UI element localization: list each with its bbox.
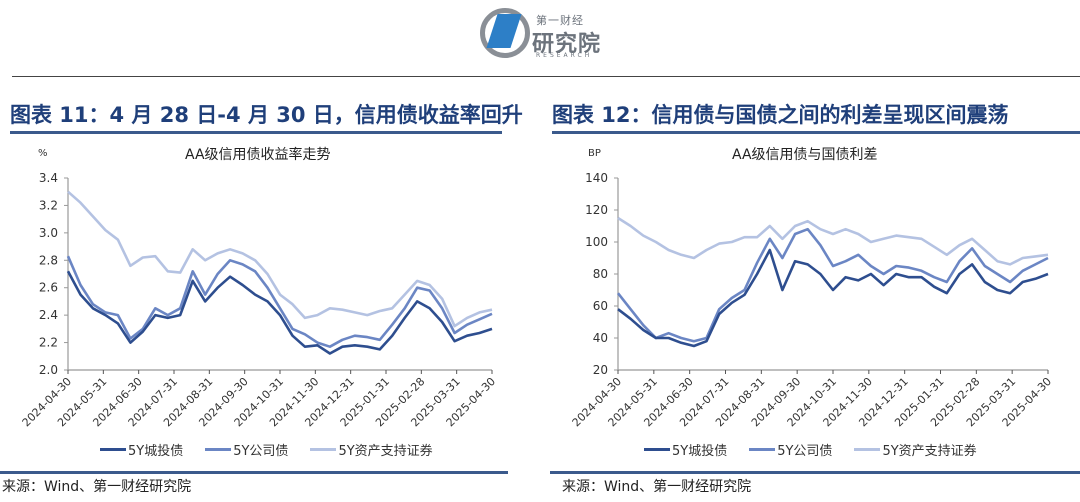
logo-small-text: 第一财经 (536, 14, 584, 27)
legend-item: 5Y资产支持证券 (854, 440, 977, 459)
series-line-3 (67, 190, 493, 328)
panel-figure-12: 图表 12：信用债与国债之间的利差呈现区间震荡 BP AA级信用债与国债利差 2… (550, 100, 1080, 500)
y-tick-label: 3.4 (39, 171, 58, 185)
legend-item: 5Y公司债 (749, 440, 832, 459)
source-note: 来源：Wind、第一财经研究院 (562, 479, 752, 495)
legend-swatch-icon (100, 448, 126, 451)
research-logo: 第一财经 研究院 RESEARCH (480, 6, 610, 62)
y-axis-unit: BP (588, 148, 601, 159)
chart-title: AA级信用债收益率走势 (185, 147, 331, 163)
legend-swatch-icon (854, 448, 881, 451)
legend-swatch-icon (644, 448, 670, 451)
figure-title: 图表 12：信用债与国债之间的利差呈现区间震荡 (552, 103, 1009, 127)
legend-item: 5Y城投债 (644, 440, 727, 459)
header-divider (12, 76, 1080, 77)
y-tick-label: 80 (593, 267, 608, 281)
y-tick-label: 2.8 (39, 253, 58, 267)
y-tick-label: 2.2 (39, 336, 58, 350)
y-tick-label: 100 (585, 235, 608, 249)
y-tick-label: 20 (593, 363, 608, 377)
y-tick-label: 140 (585, 171, 608, 185)
y-tick-label: 120 (585, 203, 608, 217)
y-tick-label: 60 (593, 299, 608, 313)
legend-label: 5Y公司债 (777, 444, 833, 459)
legend-label: 5Y城投债 (672, 444, 728, 459)
legend-label: 5Y资产支持证券 (338, 444, 433, 459)
title-divider (10, 131, 502, 134)
series-line-2 (616, 227, 1049, 343)
series-line-1 (617, 248, 1049, 348)
source-note: 来源：Wind、第一财经研究院 (2, 479, 192, 495)
y-tick-label: 40 (593, 331, 608, 345)
legend-item: 5Y资产支持证券 (310, 440, 433, 459)
y-tick-label: 3.2 (39, 198, 58, 212)
footer-divider (550, 471, 1080, 474)
line-chart-yield: 2.02.22.42.62.83.03.23.42024-04-302024-0… (20, 171, 498, 429)
legend-label: 5Y城投债 (128, 444, 184, 459)
footer-divider (0, 471, 508, 474)
axes: 204060801001201402024-04-302024-05-31202… (570, 171, 1054, 429)
panel-figure-11: 图表 11：4 月 28 日-4 月 30 日，信用债收益率回升 % AA级信用… (0, 100, 523, 500)
series-line-3 (617, 216, 1049, 266)
series-line-1 (66, 270, 493, 355)
legend-item: 5Y公司债 (205, 440, 288, 459)
y-axis-unit: % (38, 148, 48, 159)
legend-swatch-icon (749, 448, 776, 451)
figure-title: 图表 11：4 月 28 日-4 月 30 日，信用债收益率回升 (10, 103, 523, 127)
chart-title: AA级信用债与国债利差 (732, 147, 878, 163)
legend-label: 5Y公司债 (233, 444, 289, 459)
y-tick-label: 2.6 (39, 281, 58, 295)
legend-item: 5Y城投债 (100, 440, 183, 459)
line-chart-spread: 204060801001201402024-04-302024-05-31202… (570, 171, 1054, 429)
chart-legend: 5Y城投债 5Y公司债 5Y资产支持证券 (100, 440, 433, 459)
logo-ring-icon (480, 8, 530, 58)
y-tick-label: 3.0 (39, 226, 58, 240)
logo-en-text: RESEARCH (536, 52, 593, 59)
legend-label: 5Y资产支持证券 (882, 444, 977, 459)
logo-big-text: 研究院 (532, 32, 602, 57)
series-line-2 (66, 255, 493, 348)
y-tick-label: 2.4 (39, 308, 58, 322)
legend-swatch-icon (205, 448, 232, 451)
chart-legend: 5Y城投债 5Y公司债 5Y资产支持证券 (644, 440, 977, 459)
title-divider (552, 131, 1080, 134)
y-tick-label: 2.0 (39, 363, 58, 377)
legend-swatch-icon (310, 448, 337, 451)
